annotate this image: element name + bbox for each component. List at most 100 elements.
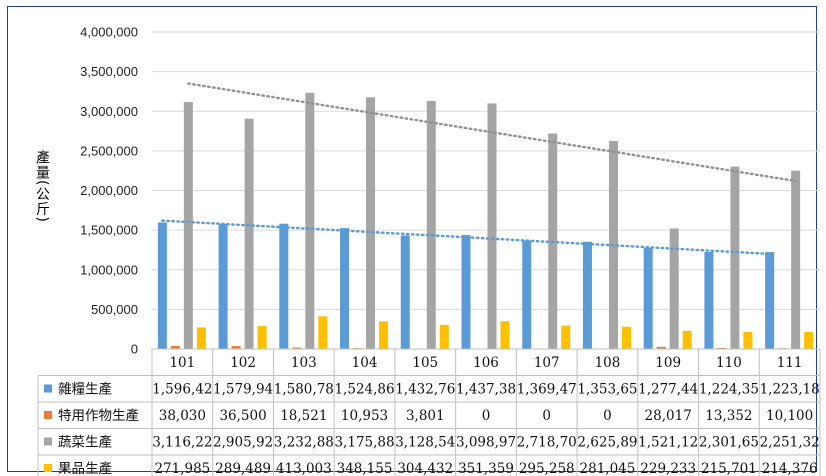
legend-key [44, 437, 52, 446]
category-label: 105 [412, 355, 438, 371]
data-label: 1,353,65 [577, 382, 637, 398]
bar-蔬菜生產 [244, 118, 254, 349]
data-label: 0 [603, 408, 612, 424]
bar-雜糧生產 [704, 251, 714, 349]
data-label: 0 [482, 408, 491, 424]
bar-雜糧生產 [461, 235, 471, 349]
y-tick-label: 0 [131, 342, 138, 357]
data-label: 18,521 [280, 408, 327, 424]
category-label: 102 [230, 355, 256, 371]
category-label: 108 [595, 355, 621, 371]
data-label: 0 [542, 408, 551, 424]
bar-蔬菜生產 [730, 166, 740, 349]
data-label: 36,500 [219, 408, 266, 424]
y-tick-label: 3,500,000 [80, 64, 138, 79]
bar-雜糧生產 [279, 223, 289, 349]
data-label: 1,277,44 [638, 382, 698, 398]
data-label: 2,625,89 [577, 435, 637, 451]
category-label: 111 [777, 355, 803, 371]
bar-特用作物生產 [292, 347, 302, 349]
data-label: 3,128,54 [395, 435, 455, 451]
bar-果品生產 [196, 327, 206, 349]
bar-雜糧生產 [157, 222, 167, 349]
bar-雜糧生產 [340, 228, 350, 349]
data-label: 28,017 [645, 408, 692, 424]
data-label: 3,175,88 [334, 435, 394, 451]
y-tick-label: 4,000,000 [80, 25, 138, 40]
data-label: 1,224,35 [699, 382, 759, 398]
data-label: 1,580,78 [274, 382, 334, 398]
category-label: 107 [534, 355, 560, 371]
bar-果品生產 [257, 326, 267, 349]
y-tick-label: 500,000 [91, 302, 138, 317]
bar-雜糧生產 [400, 235, 410, 349]
category-label: 103 [291, 355, 317, 371]
y-axis-label: 產量(公斤) [34, 150, 50, 223]
data-label: 1,596,42 [152, 382, 212, 398]
trendline-雜糧生產 [161, 219, 771, 256]
data-label: 413,003 [276, 461, 332, 476]
data-label: 3,116,22 [152, 435, 212, 451]
bar-果品生產 [804, 332, 814, 349]
y-tick-label: 1,000,000 [80, 262, 138, 277]
bar-果品生產 [743, 331, 753, 349]
data-label: 215,701 [701, 461, 757, 476]
bar-雜糧生產 [765, 252, 775, 349]
data-label: 281,045 [580, 461, 636, 476]
trendline-蔬菜生產 [187, 82, 797, 183]
y-tick-label: 3,000,000 [80, 104, 138, 119]
bar-特用作物生產 [231, 346, 241, 349]
y-tick-label: 2,000,000 [80, 183, 138, 198]
bar-果品生產 [318, 316, 328, 349]
bar-特用作物生產 [656, 346, 666, 349]
data-label: 2,251,32 [760, 435, 820, 451]
chart-frame [7, 6, 817, 472]
bar-特用作物生產 [717, 347, 727, 349]
data-label: 214,376 [762, 461, 818, 476]
y-tick-label: 2,500,000 [80, 143, 138, 158]
bar-蔬菜生產 [366, 97, 376, 349]
category-label: 101 [169, 355, 195, 371]
series-name: 蔬菜生產 [58, 434, 112, 451]
data-label: 3,801 [406, 408, 445, 424]
series-name: 雜糧生產 [58, 381, 112, 398]
data-label: 1,521,12 [638, 435, 698, 451]
category-label: 109 [655, 355, 681, 371]
data-label: 229,233 [640, 461, 696, 476]
legend-key [44, 411, 52, 419]
legend-key [44, 464, 52, 472]
bar-雜糧生產 [218, 223, 228, 349]
data-label: 10,953 [341, 408, 388, 424]
y-tick-label: 1,500,000 [80, 223, 138, 238]
bar-特用作物生產 [170, 345, 180, 349]
data-label: 3,232,88 [274, 435, 334, 451]
category-label: 106 [473, 355, 499, 371]
data-label: 13,352 [705, 408, 752, 424]
data-label: 2,718,70 [517, 435, 577, 451]
data-label: 10,100 [766, 408, 813, 424]
bar-蔬菜生產 [791, 170, 801, 349]
data-label: 2,905,92 [213, 435, 273, 451]
data-label: 1,579,94 [213, 382, 273, 398]
bar-蔬菜生產 [183, 102, 193, 349]
data-label: 351,359 [458, 461, 514, 476]
bar-果品生產 [500, 321, 510, 349]
data-label: 348,155 [337, 461, 393, 476]
bar-雜糧生產 [522, 240, 532, 349]
data-label: 295,258 [519, 461, 575, 476]
bar-果品生產 [379, 321, 389, 349]
legend-key [44, 384, 52, 393]
data-label: 1,432,76 [395, 382, 455, 398]
bar-果品生產 [561, 325, 571, 349]
category-label: 110 [716, 355, 742, 371]
bar-蔬菜生產 [669, 228, 679, 349]
data-label: 289,489 [215, 461, 271, 476]
category-label: 104 [352, 355, 378, 371]
data-label: 1,223,18 [760, 382, 820, 398]
bar-果品生產 [439, 324, 449, 349]
bar-蔬菜生產 [305, 92, 315, 350]
bar-雜糧生產 [582, 241, 592, 349]
bar-果品生產 [621, 326, 631, 349]
data-label: 38,030 [159, 408, 206, 424]
